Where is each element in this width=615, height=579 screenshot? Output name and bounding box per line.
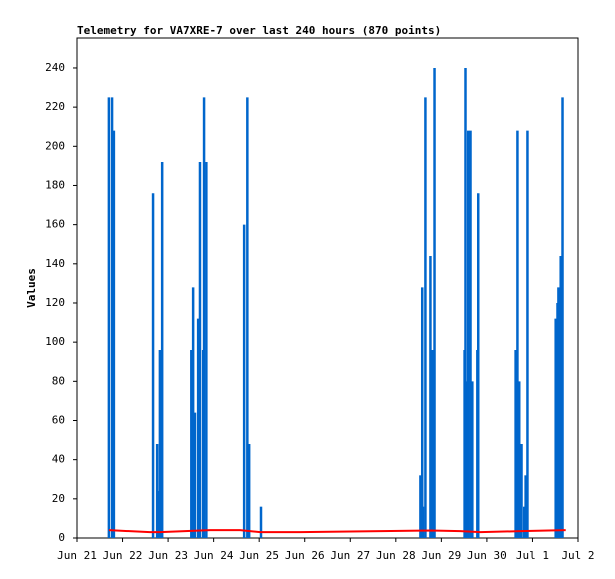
y-tick-label: 200 — [45, 139, 65, 152]
y-tick-label: 20 — [52, 492, 65, 505]
y-tick-label: 140 — [45, 257, 65, 270]
x-tick-label: Jun 23 — [148, 549, 188, 562]
y-tick-label: 60 — [52, 413, 65, 426]
plot-frame — [76, 37, 579, 539]
x-tick-label: Jun 28 — [376, 549, 416, 562]
x-tick-label: Jun 27 — [330, 549, 370, 562]
y-tick-label: 120 — [45, 296, 65, 309]
y-tick-label: 160 — [45, 218, 65, 231]
y-tick-label: 220 — [45, 100, 65, 113]
x-tick-label: Jul 1 — [516, 549, 549, 562]
y-tick-label: 240 — [45, 61, 65, 74]
y-axis-label: Values — [25, 268, 38, 308]
y-tick-label: 40 — [52, 453, 65, 466]
y-tick-label: 80 — [52, 374, 65, 387]
x-tick-label: Jun 25 — [239, 549, 279, 562]
chart-title: Telemetry for VA7XRE-7 over last 240 hou… — [77, 24, 441, 37]
x-tick-label: Jun 30 — [467, 549, 507, 562]
y-tick-label: 100 — [45, 335, 65, 348]
y-tick-label: 0 — [58, 531, 65, 544]
x-tick-label: Jun 24 — [194, 549, 234, 562]
x-tick-label: Jun 22 — [103, 549, 143, 562]
x-tick-label: Jun 21 — [57, 549, 97, 562]
x-tick-label: Jul 2 — [561, 549, 594, 562]
x-tick-label: Jun 26 — [285, 549, 325, 562]
line — [108, 529, 566, 534]
y-tick-label: 180 — [45, 178, 65, 191]
x-tick-label: Jun 29 — [421, 549, 461, 562]
